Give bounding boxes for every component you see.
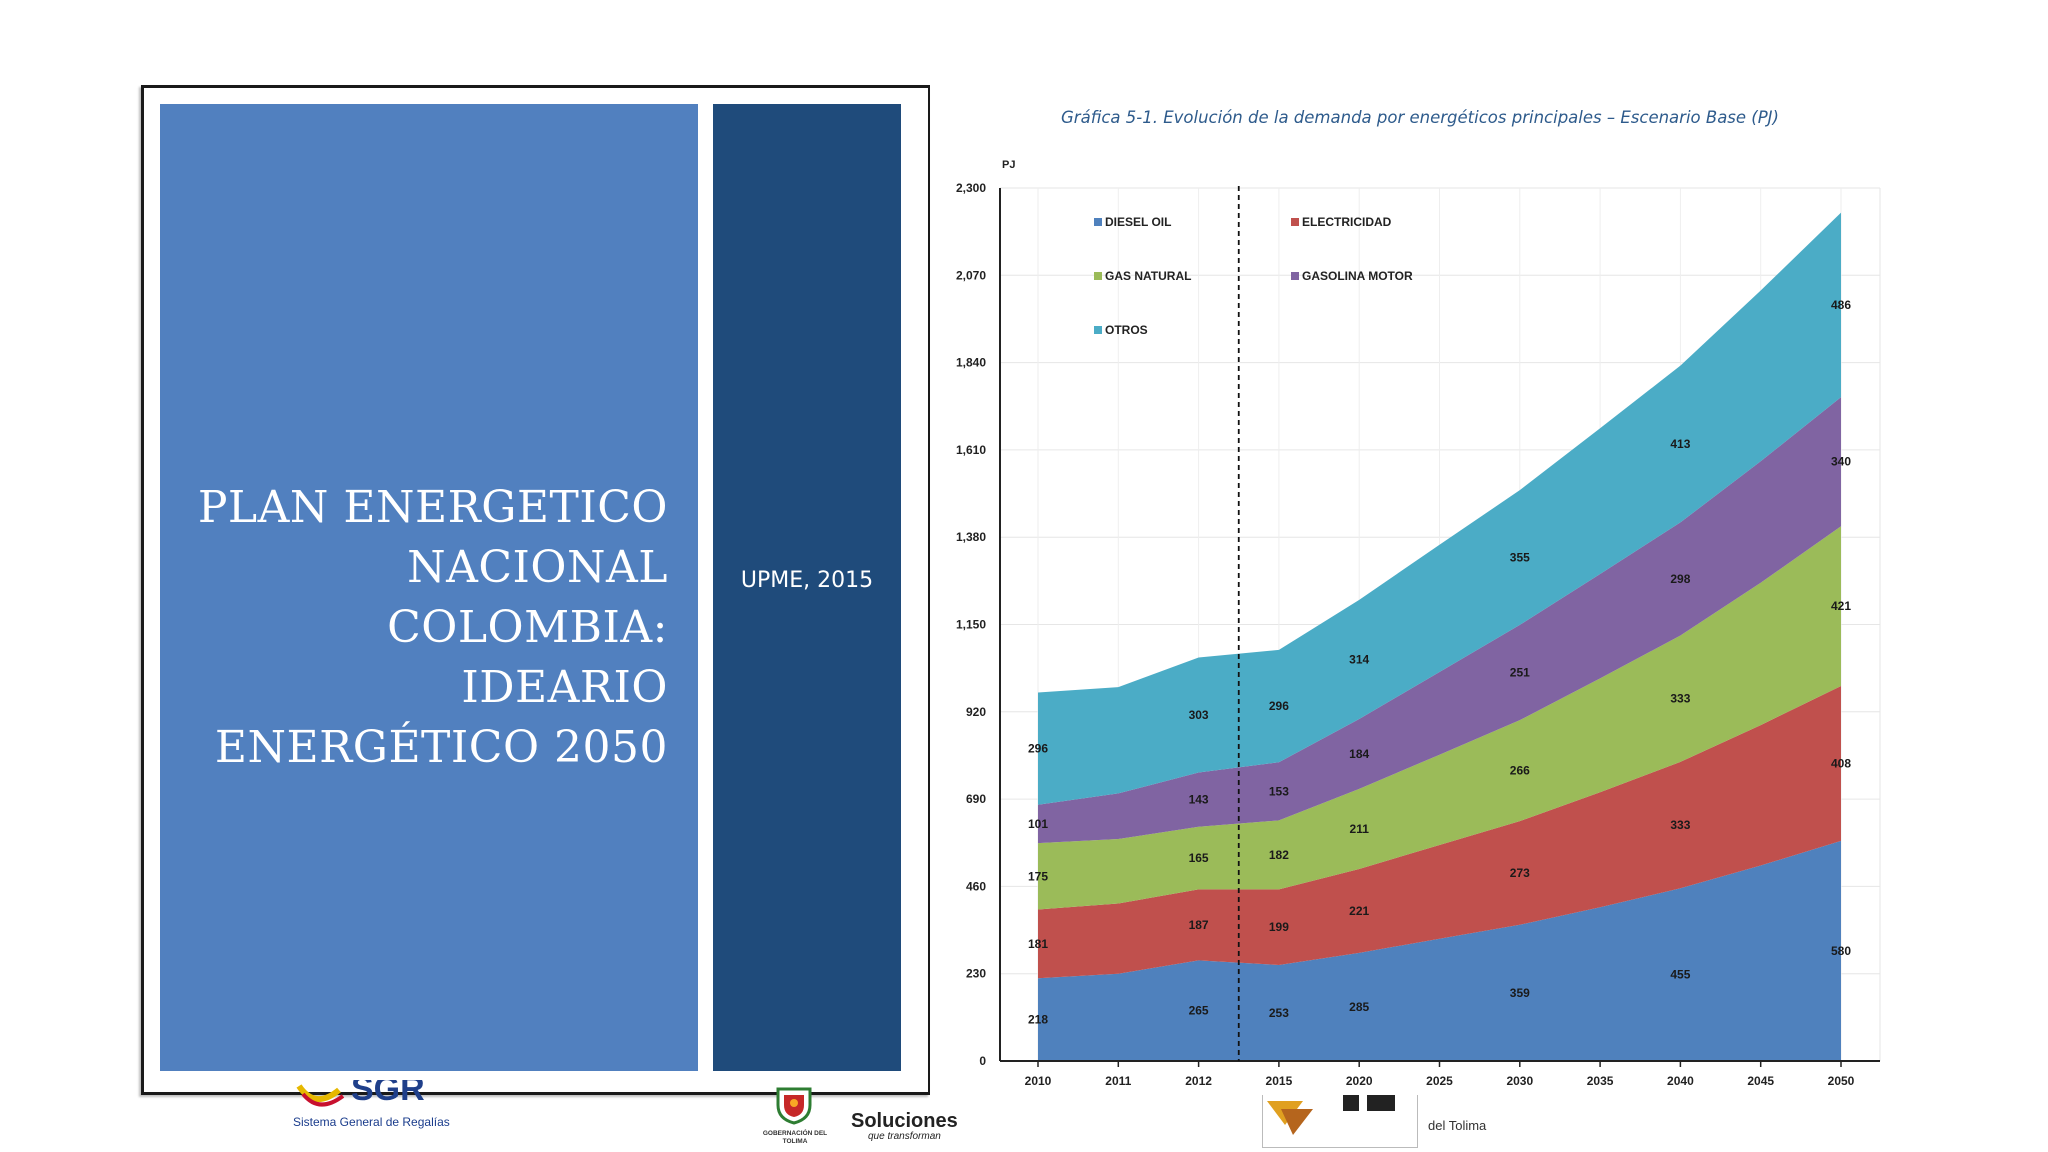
x-tick-label: 2010 bbox=[1025, 1074, 1052, 1088]
legend-swatch bbox=[1291, 272, 1299, 280]
data-label: 340 bbox=[1831, 455, 1851, 469]
legend-label: GASOLINA MOTOR bbox=[1302, 269, 1413, 283]
y-tick-label: 920 bbox=[966, 705, 986, 719]
data-label: 266 bbox=[1510, 764, 1530, 778]
legend-swatch bbox=[1094, 272, 1102, 280]
y-tick-label: 230 bbox=[966, 967, 986, 981]
data-label: 218 bbox=[1028, 1013, 1048, 1027]
data-label: 303 bbox=[1189, 708, 1209, 722]
data-label: 175 bbox=[1028, 869, 1048, 883]
legend-label: OTROS bbox=[1105, 323, 1148, 337]
legend-swatch bbox=[1094, 218, 1102, 226]
data-label: 296 bbox=[1028, 742, 1048, 756]
x-tick-label: 2015 bbox=[1266, 1074, 1293, 1088]
x-tick-label: 2050 bbox=[1828, 1074, 1855, 1088]
data-label: 296 bbox=[1269, 699, 1289, 713]
data-label: 421 bbox=[1831, 599, 1851, 613]
data-label: 285 bbox=[1349, 1000, 1369, 1014]
y-tick-label: 2,300 bbox=[956, 181, 986, 195]
data-label: 314 bbox=[1349, 652, 1369, 666]
y-tick-label: 1,840 bbox=[956, 356, 986, 370]
sgr-logo-caption: Sistema General de Regalías bbox=[293, 1115, 450, 1129]
data-label: 182 bbox=[1269, 848, 1289, 862]
data-label: 359 bbox=[1510, 986, 1530, 1000]
x-tick-label: 2025 bbox=[1426, 1074, 1453, 1088]
legend-label: GAS NATURAL bbox=[1105, 269, 1191, 283]
data-label: 273 bbox=[1510, 866, 1530, 880]
data-label: 333 bbox=[1670, 818, 1690, 832]
soluciones-logo-text: Soluciones bbox=[851, 1110, 958, 1132]
svg-text:SGR: SGR bbox=[351, 1080, 425, 1108]
data-label: 413 bbox=[1670, 437, 1690, 451]
area-gas-natural bbox=[1038, 526, 1841, 910]
x-tick-label: 2020 bbox=[1346, 1074, 1373, 1088]
sgr-logo: SGR bbox=[293, 1080, 439, 1108]
cover-title-panel bbox=[160, 104, 698, 1071]
y-tick-label: 0 bbox=[979, 1054, 986, 1068]
legend-swatch bbox=[1291, 218, 1299, 226]
data-label: 221 bbox=[1349, 904, 1369, 918]
x-tick-label: 2011 bbox=[1105, 1074, 1131, 1088]
y-tick-label: 460 bbox=[966, 879, 986, 893]
data-label: 298 bbox=[1670, 572, 1690, 586]
data-label: 181 bbox=[1028, 937, 1048, 951]
data-label: 101 bbox=[1028, 817, 1048, 831]
data-label: 184 bbox=[1349, 747, 1369, 761]
x-tick-label: 2030 bbox=[1506, 1074, 1533, 1088]
chart-title: Gráfica 5-1. Evolución de la demanda por… bbox=[1061, 108, 1779, 127]
x-tick-label: 2040 bbox=[1667, 1074, 1694, 1088]
data-label: 333 bbox=[1670, 692, 1690, 706]
y-tick-label: 690 bbox=[966, 792, 986, 806]
data-label: 455 bbox=[1670, 968, 1690, 982]
data-label: 187 bbox=[1189, 918, 1209, 932]
data-label: 165 bbox=[1189, 851, 1209, 865]
legend-label: ELECTRICIDAD bbox=[1302, 215, 1392, 229]
data-label: 251 bbox=[1510, 666, 1530, 680]
ut-logo bbox=[1262, 1095, 1418, 1148]
area-electricidad bbox=[1038, 685, 1841, 979]
cover-side-panel bbox=[713, 104, 901, 1071]
data-label: 153 bbox=[1269, 784, 1289, 798]
data-label: 486 bbox=[1831, 298, 1851, 312]
soluciones-tagline: que transforman bbox=[868, 1131, 941, 1142]
x-tick-label: 2045 bbox=[1747, 1074, 1774, 1088]
data-label: 408 bbox=[1831, 756, 1851, 770]
data-label: 355 bbox=[1510, 551, 1530, 565]
cover-subtitle: UPME, 2015 bbox=[740, 568, 874, 593]
y-tick-label: 2,070 bbox=[956, 268, 986, 282]
cover-title: PLAN ENERGETICO NACIONAL COLOMBIA: IDEARIO… bbox=[197, 482, 668, 773]
y-tick-label: 1,380 bbox=[956, 530, 986, 544]
data-label: 211 bbox=[1350, 822, 1370, 836]
area-gasolina-motor bbox=[1038, 397, 1841, 844]
ut-logo-caption: del Tolima bbox=[1428, 1118, 1487, 1133]
y-tick-label: 1,610 bbox=[956, 443, 986, 457]
data-label: 143 bbox=[1189, 793, 1209, 807]
gobernacion-caption: GOBERNACIÓN DEL TOLIMA bbox=[762, 1130, 828, 1145]
data-label: 580 bbox=[1831, 944, 1851, 958]
y-tick-label: 1,150 bbox=[956, 618, 986, 632]
x-tick-label: 2035 bbox=[1587, 1074, 1614, 1088]
y-axis-label: PJ bbox=[1002, 159, 1015, 171]
x-tick-label: 2012 bbox=[1185, 1074, 1212, 1088]
gobernacion-shield-icon bbox=[772, 1085, 816, 1125]
legend-swatch bbox=[1094, 326, 1102, 334]
data-label: 253 bbox=[1269, 1006, 1289, 1020]
data-label: 265 bbox=[1189, 1004, 1209, 1018]
data-label: 199 bbox=[1269, 920, 1289, 934]
legend-label: DIESEL OIL bbox=[1105, 215, 1171, 229]
